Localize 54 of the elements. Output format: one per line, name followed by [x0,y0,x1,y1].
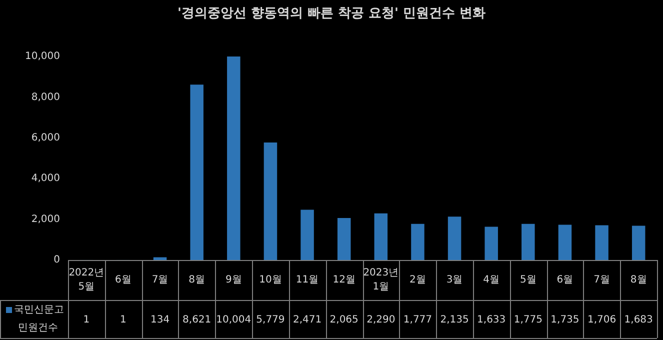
x-tick-label: 11월 [296,274,319,286]
x-tick-label: 2월 [410,274,426,286]
data-label: 1,633 [477,314,506,326]
data-label: 1,777 [403,314,432,326]
bar [411,224,424,260]
y-tick-label: 8,000 [31,92,60,103]
bar [153,257,167,260]
bar [264,142,278,260]
y-tick-label: 4,000 [31,173,60,184]
bar [558,224,572,260]
bar [300,210,314,260]
x-tick-label: 9월 [225,274,242,286]
data-label: 2,135 [440,314,469,326]
y-tick-label: 6,000 [31,132,60,144]
x-tick-label: 4월 [483,274,500,286]
bar [448,216,462,260]
x-tick-label: 7월 [152,274,168,286]
y-tick-label: 0 [54,254,60,266]
x-tick-label: 3월 [446,274,463,286]
data-label: 5,779 [256,314,285,326]
chart-title: '경의중앙선 향동역의 빠른 착공 요청' 민원건수 변화 [177,6,486,22]
legend-label: 국민신문고 민원건수 [14,304,64,334]
data-label: 2,065 [330,314,358,326]
data-label: 1 [83,314,90,326]
x-tick-label: 8월 [630,274,647,286]
data-label: 1,735 [550,314,580,326]
x-tick-label: 12월 [332,274,356,286]
x-tick-label: 5월 [520,274,536,286]
data-label: 10,004 [216,314,252,326]
x-tick-label: 10월 [259,274,282,286]
bar [190,84,204,260]
x-tick-label: 6월 [556,274,574,286]
data-label: 134 [150,314,170,326]
bar [227,56,240,260]
bar [595,225,608,260]
data-label: 8,621 [182,314,212,326]
x-tick-label: 7월 [594,274,610,286]
x-tick-label: 8월 [188,274,206,286]
data-label: 1 [120,314,126,326]
data-label: 1,683 [624,314,653,326]
bar [374,213,388,260]
bar [484,226,498,260]
data-label: 1,775 [514,314,542,326]
bar [522,224,535,260]
bar [337,218,351,260]
data-label: 2,471 [292,314,322,326]
x-tick-label: 2022년 5월 [68,268,104,293]
data-label: 2,290 [366,314,396,326]
data-label: 1,706 [587,314,616,326]
y-tick-label: 2,000 [31,214,60,225]
x-tick-label: 6월 [115,274,132,286]
bar [632,226,646,260]
x-tick-label: 2023년 1월 [363,268,399,293]
y-tick-label: 10,000 [25,51,60,62]
